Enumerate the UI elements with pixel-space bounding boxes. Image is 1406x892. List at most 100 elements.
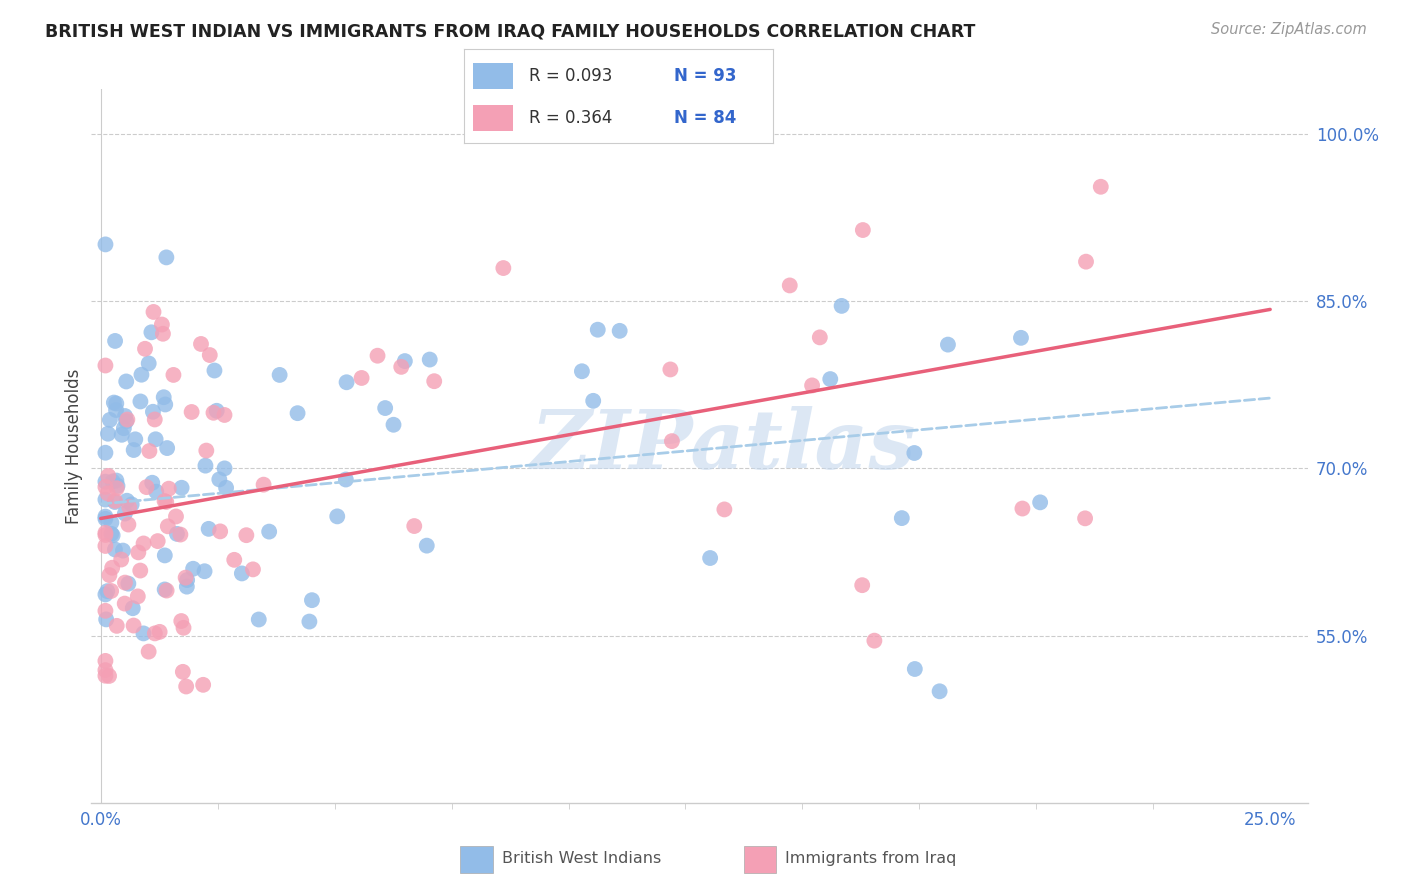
Point [173, 621, 195, 635]
Point [131, 368, 153, 382]
Point [609, 324, 631, 338]
Point [301, 593, 323, 607]
Point [135, 480, 157, 494]
Point [193, 564, 215, 578]
Point [335, 376, 357, 390]
Point [155, 397, 177, 411]
Point [112, 421, 135, 435]
Point [903, 446, 925, 460]
Point [97, 426, 120, 441]
Point [104, 495, 127, 509]
Point [172, 665, 194, 679]
Point [101, 528, 124, 542]
Point [170, 614, 193, 628]
Point [779, 278, 801, 293]
Point [97, 469, 120, 483]
Point [235, 528, 257, 542]
Point [153, 494, 176, 508]
Point [153, 549, 176, 563]
Text: R = 0.364: R = 0.364 [529, 110, 612, 128]
Point [121, 498, 143, 512]
Point [97, 486, 120, 500]
Point [124, 433, 146, 447]
Point [141, 326, 163, 340]
Point [94, 512, 117, 526]
Point [416, 539, 439, 553]
Point [149, 624, 172, 639]
Point [121, 601, 143, 615]
Text: Source: ZipAtlas.com: Source: ZipAtlas.com [1211, 22, 1367, 37]
Text: BRITISH WEST INDIAN VS IMMIGRANTS FROM IRAQ FAMILY HOUSEHOLDS CORRELATION CHART: BRITISH WEST INDIAN VS IMMIGRANTS FROM I… [45, 22, 976, 40]
Text: R = 0.093: R = 0.093 [529, 67, 612, 86]
Point [1090, 179, 1112, 194]
Point [96, 612, 118, 626]
Point [820, 372, 842, 386]
Point [94, 539, 117, 553]
Point [94, 525, 117, 540]
Point [661, 434, 683, 449]
Point [129, 394, 152, 409]
Point [367, 349, 389, 363]
Text: British West Indians: British West Indians [502, 851, 661, 866]
Point [94, 446, 117, 460]
Point [197, 522, 219, 536]
Point [117, 576, 139, 591]
Point [174, 571, 197, 585]
Point [115, 375, 138, 389]
Point [138, 444, 160, 458]
Point [156, 583, 179, 598]
Point [94, 480, 117, 494]
Point [101, 560, 124, 574]
Point [98, 413, 121, 427]
Point [863, 633, 886, 648]
Point [1010, 331, 1032, 345]
Point [851, 578, 873, 592]
Point [326, 509, 349, 524]
Point [94, 587, 117, 601]
Point [335, 473, 357, 487]
Text: Immigrants from Iraq: Immigrants from Iraq [785, 851, 956, 866]
Point [571, 364, 593, 378]
Point [101, 475, 124, 489]
Point [165, 509, 187, 524]
Point [94, 492, 117, 507]
Point [134, 342, 156, 356]
Point [214, 408, 236, 422]
Point [104, 334, 127, 348]
Point [103, 395, 125, 409]
Point [100, 516, 122, 530]
Point [659, 362, 682, 376]
Point [586, 323, 609, 337]
Point [94, 237, 117, 252]
Point [382, 417, 405, 432]
Point [105, 403, 128, 417]
Point [190, 337, 212, 351]
Point [713, 502, 735, 516]
Point [105, 619, 128, 633]
Point [105, 396, 128, 410]
Point [117, 412, 139, 426]
Text: ZIPatlas: ZIPatlas [531, 406, 917, 486]
Point [198, 348, 221, 362]
Point [247, 613, 270, 627]
Point [143, 626, 166, 640]
Point [170, 481, 193, 495]
Point [176, 580, 198, 594]
Point [174, 680, 197, 694]
Text: N = 93: N = 93 [675, 67, 737, 86]
Point [111, 427, 134, 442]
Point [114, 507, 136, 521]
Point [145, 432, 167, 446]
Point [115, 493, 138, 508]
Point [699, 551, 721, 566]
Point [389, 359, 412, 374]
Point [104, 494, 127, 508]
Point [156, 519, 179, 533]
Point [1074, 254, 1097, 268]
Point [169, 527, 191, 541]
Point [117, 517, 139, 532]
Point [423, 374, 446, 388]
Point [111, 543, 134, 558]
Point [142, 405, 165, 419]
Point [94, 509, 117, 524]
